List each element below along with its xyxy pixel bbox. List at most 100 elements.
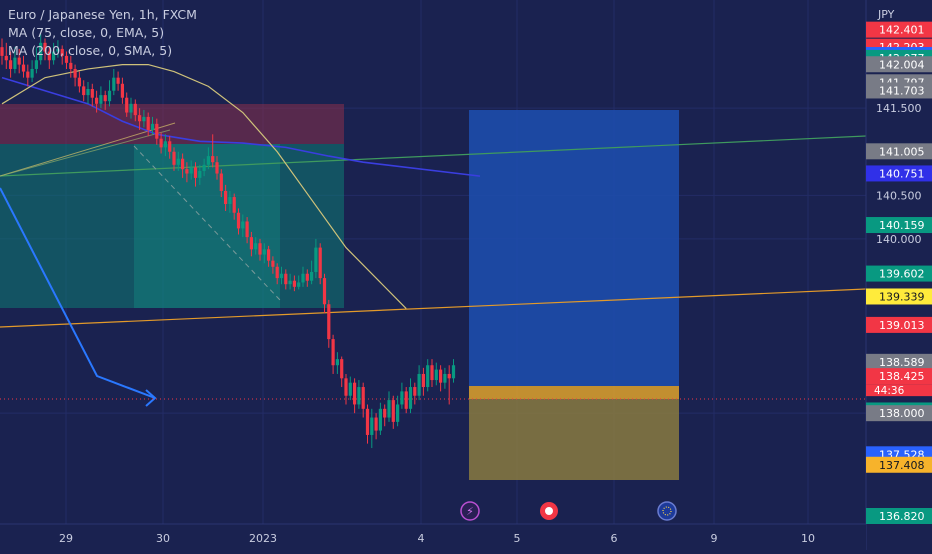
candle-body	[318, 247, 322, 279]
candle-body	[120, 83, 124, 98]
candle-body	[254, 243, 258, 250]
candle-body	[202, 164, 206, 171]
time-axis[interactable]	[0, 524, 866, 550]
candle-body	[421, 373, 425, 388]
candle-body	[327, 304, 331, 340]
candle-body	[30, 68, 34, 78]
drawings	[0, 104, 867, 480]
candle-body	[43, 42, 47, 52]
candle-body	[430, 365, 434, 381]
candle-body	[292, 280, 296, 287]
time-tick-label: 5	[514, 532, 521, 545]
price-tag-label: 138.589	[879, 356, 925, 369]
price-tick-label: 140.000	[876, 233, 922, 246]
price-tags: 142.401142.205142.203142.110142.077142.0…	[866, 21, 932, 524]
ma200-legend[interactable]: MA (200, close, 0, SMA, 5)	[8, 43, 173, 58]
candle-body	[335, 359, 339, 366]
candle-body	[426, 365, 430, 388]
candle-body	[383, 408, 387, 418]
candle-body	[198, 170, 202, 178]
candle-body	[9, 60, 13, 69]
candle-body	[60, 48, 64, 56]
candle-body	[146, 116, 150, 130]
candle-body	[241, 221, 245, 229]
candle-body	[56, 48, 60, 52]
price-tag-label: 136.820	[879, 510, 925, 523]
candle-body	[331, 339, 335, 366]
candle-body	[387, 400, 391, 418]
candle-body	[288, 280, 292, 285]
fan-line-1	[0, 122, 176, 177]
projection-arrowhead	[145, 389, 157, 407]
candle-body	[340, 359, 344, 379]
candle-body	[125, 97, 129, 113]
candle-body	[370, 417, 374, 435]
price-tag-label: 142.004	[879, 58, 925, 71]
price-tag	[866, 456, 932, 473]
candle-body	[378, 408, 382, 431]
candle-body	[107, 90, 112, 102]
candle-body	[172, 151, 176, 165]
ma200-line	[1, 76, 481, 177]
candle-body	[138, 115, 142, 122]
event-lightning-icon[interactable]	[460, 501, 480, 521]
candle-body	[348, 382, 352, 396]
symbol-title[interactable]: Euro / Japanese Yen, 1h, FXCM	[8, 7, 197, 22]
candle-body	[249, 237, 253, 250]
fan-line-2	[0, 129, 171, 177]
candle-body	[112, 77, 116, 91]
event-markers[interactable]: ⚡	[460, 501, 677, 521]
lightning-glyph: ⚡	[466, 505, 474, 518]
candle-body	[447, 373, 451, 379]
candle-body	[245, 221, 249, 238]
candle-body	[73, 68, 77, 78]
price-tick-label: 141.500	[876, 102, 922, 115]
candle-body	[417, 373, 421, 396]
candle-body	[357, 387, 361, 405]
price-tag	[866, 217, 932, 234]
candle-body	[155, 123, 159, 139]
candle-body	[95, 97, 99, 104]
candle-body	[314, 247, 318, 272]
candle-body	[353, 382, 357, 405]
candle-body	[413, 387, 417, 396]
candlesticks	[0, 34, 456, 449]
time-tick-label: 2023	[249, 532, 277, 545]
candle-body	[116, 77, 120, 84]
candle-body	[322, 278, 327, 305]
candle-body	[64, 55, 69, 63]
candle-body	[258, 243, 262, 255]
candle-body	[69, 62, 73, 69]
candle-body	[129, 103, 133, 113]
candle-body	[404, 391, 408, 409]
countdown-tag	[866, 384, 932, 397]
candle-body	[163, 141, 167, 148]
price-tag	[866, 353, 932, 370]
price-tag-label: 139.602	[879, 268, 925, 281]
currency-label: JPY	[877, 8, 895, 21]
candle-body	[443, 373, 447, 383]
candle-body	[17, 57, 21, 65]
trendline-green	[0, 135, 867, 177]
candle-body	[434, 369, 438, 381]
candle-body	[77, 77, 81, 87]
event-eu-flag-icon[interactable]	[657, 501, 677, 521]
price-tag-label: 141.005	[879, 145, 925, 158]
candle-body	[236, 212, 241, 229]
price-tick-label: 140.500	[876, 189, 922, 202]
price-tag-label: 142.401	[879, 24, 925, 37]
ma75-legend[interactable]: MA (75, close, 0, EMA, 5)	[8, 25, 165, 40]
candle-body	[39, 42, 43, 61]
candle-body	[439, 369, 443, 383]
candle-body	[142, 116, 146, 122]
price-tag-label: 139.013	[879, 319, 925, 332]
price-tag	[866, 165, 932, 182]
candle-body	[176, 158, 180, 165]
price-tag-label: 141.703	[879, 84, 925, 97]
projection-arrow	[0, 187, 156, 399]
price-tag	[866, 508, 932, 524]
candle-body	[34, 60, 38, 69]
candle-body	[47, 51, 51, 61]
